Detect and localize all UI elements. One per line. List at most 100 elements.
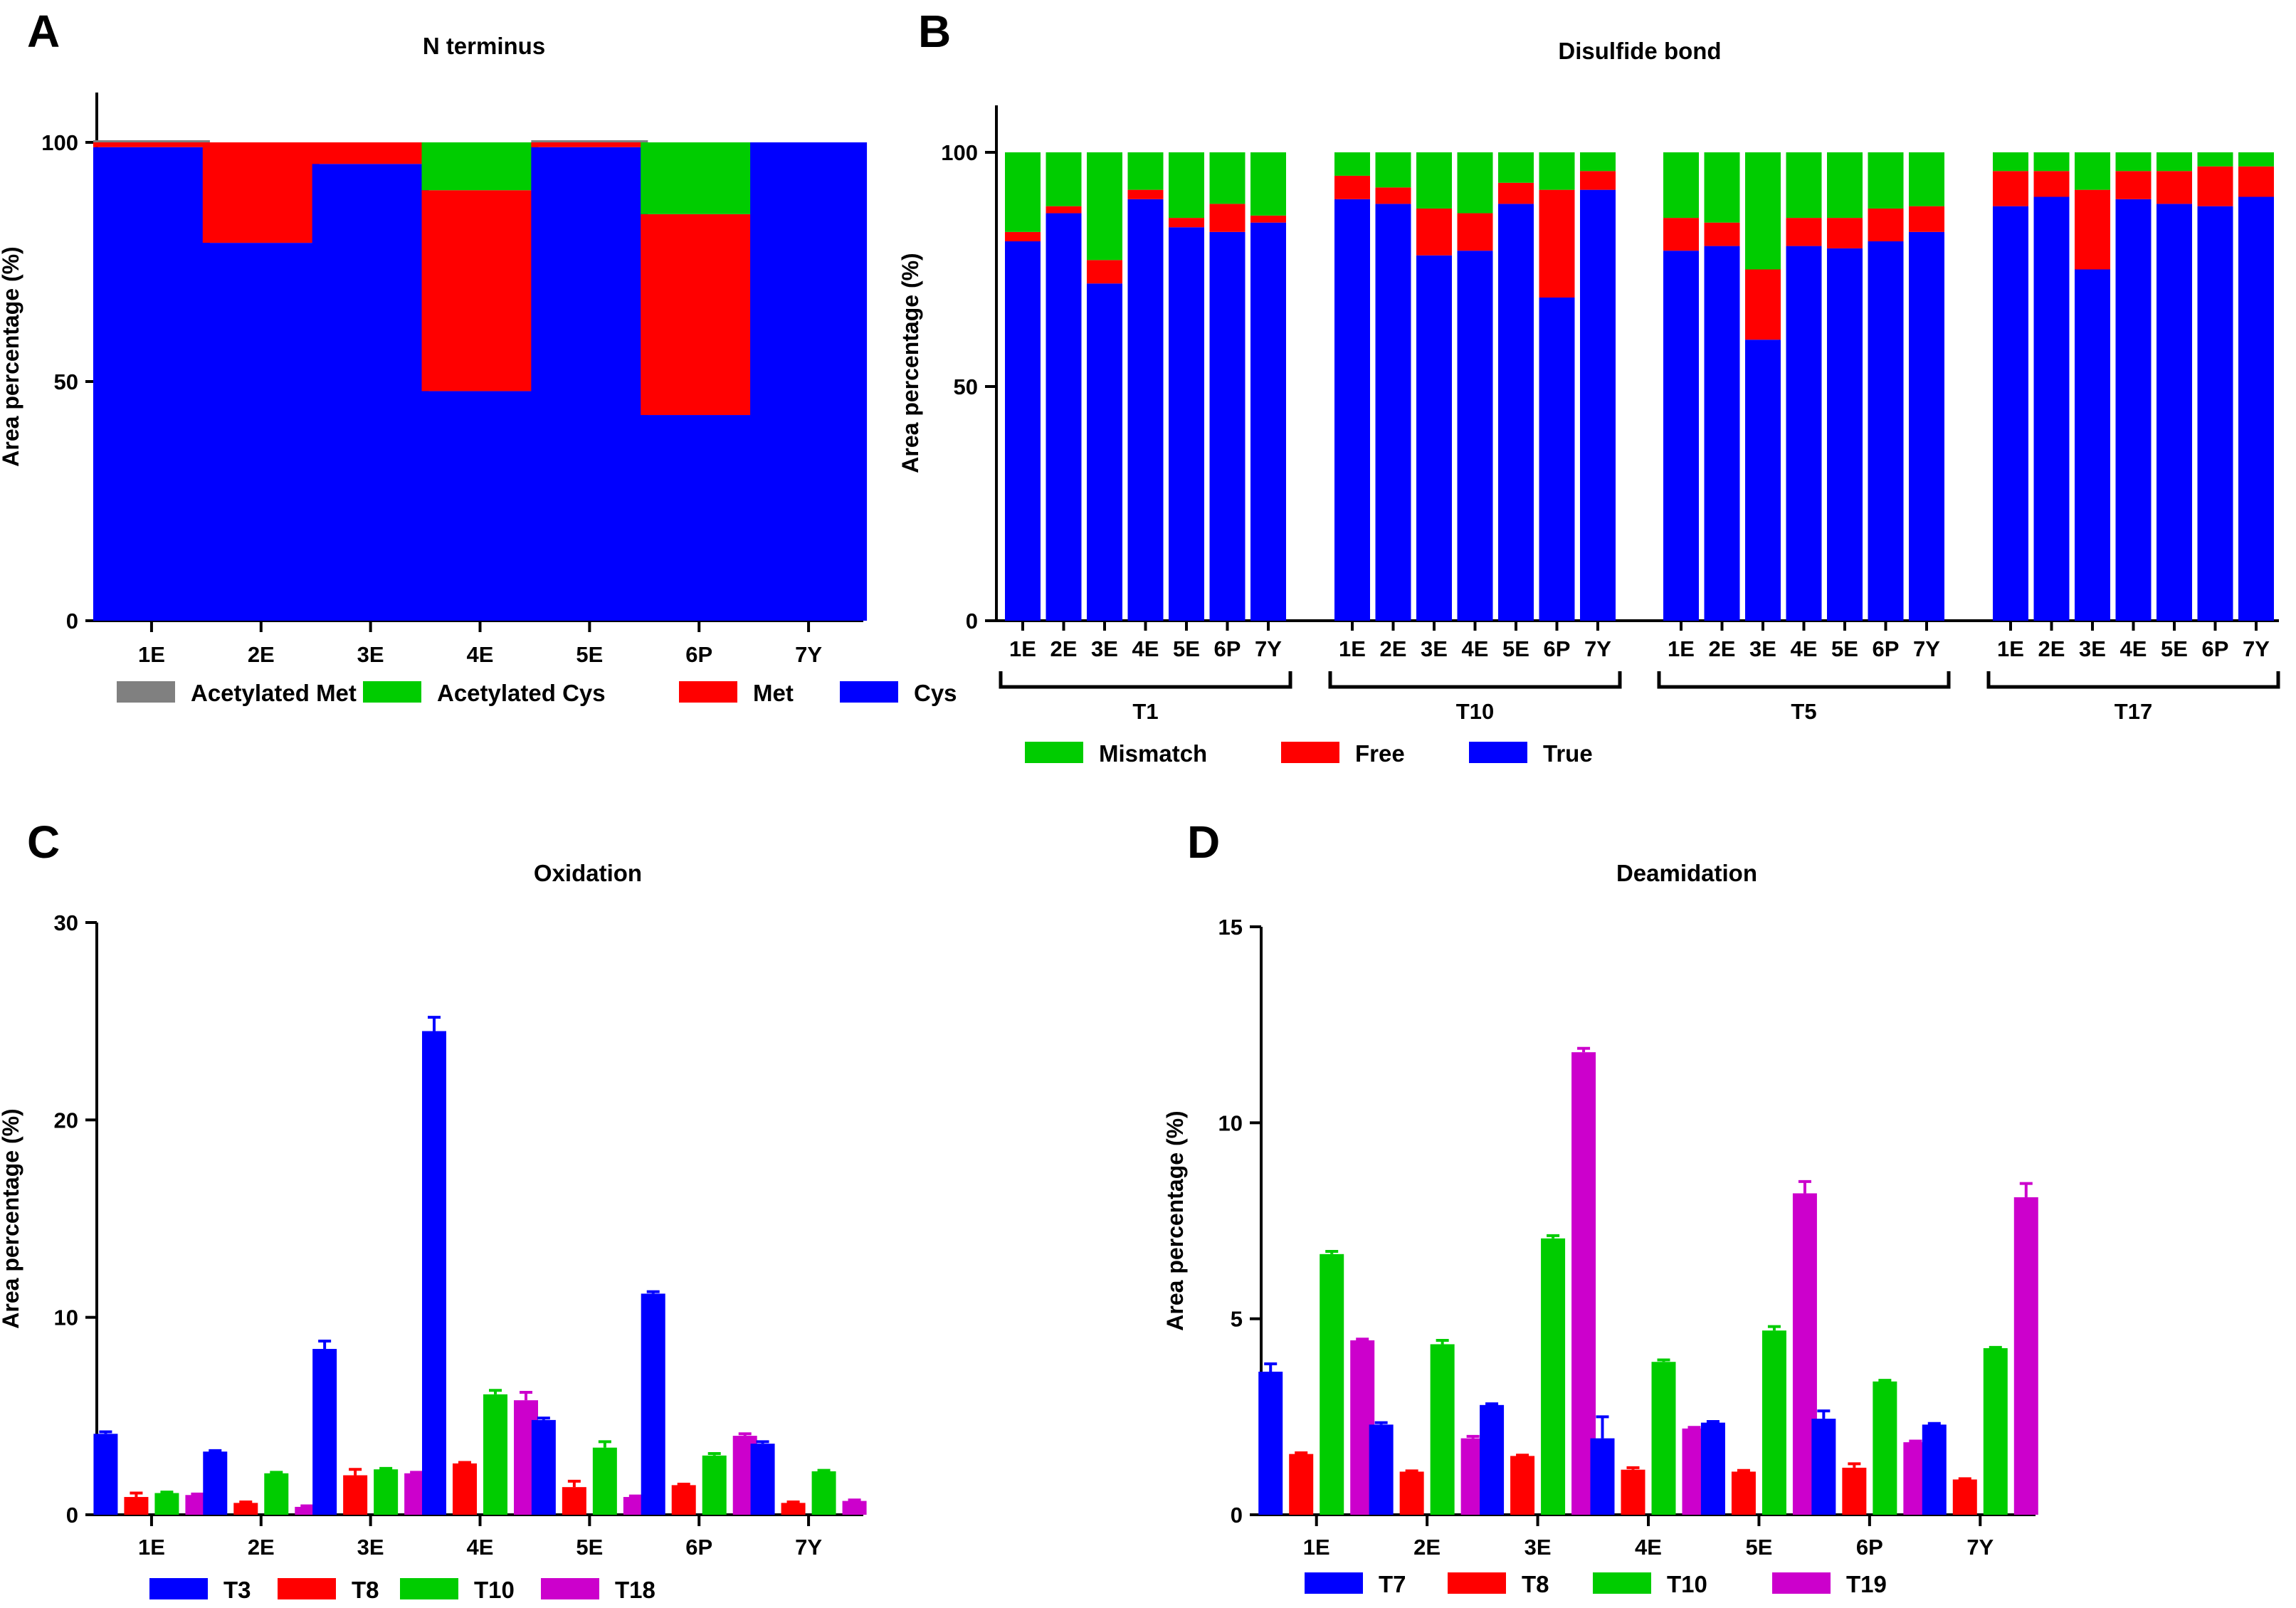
panel-d-bar-t10-5e	[1762, 1330, 1786, 1515]
panel-c-legend-t8-swatch	[278, 1578, 336, 1599]
panel-c-legend-t3-label: T3	[223, 1577, 251, 1603]
panel-b-x-tick-label: 1E	[1009, 636, 1036, 661]
panel-b-bar-t5-free-6p	[1868, 208, 1904, 242]
panel-b-bar-t5-mismatch-6p	[1868, 152, 1904, 209]
panel-c-y-tick-label: 0	[66, 1503, 78, 1528]
panel-d-x-tick-label: 1E	[1303, 1535, 1330, 1560]
panel-a-bar-cys-6p	[641, 415, 758, 621]
panel-b-bar-t17-true-7y	[2238, 196, 2274, 621]
panel-b-bar-t5-free-1e	[1663, 218, 1699, 251]
panel-c-bar-t10-2e	[264, 1473, 289, 1515]
panel-b-bar-t1-free-2e	[1046, 206, 1082, 214]
panel-b-x-tick-label: 6P	[1544, 636, 1571, 661]
panel-c-bar-t3-2e	[203, 1451, 228, 1515]
panel-a-legend-acetylated-cys-label: Acetylated Cys	[437, 680, 606, 706]
panel-b-x-tick-label: 7Y	[2243, 636, 2270, 661]
panel-b-bar-t17-free-4e	[2115, 171, 2152, 199]
panel-b-bar-t17-mismatch-1e	[1993, 152, 2028, 172]
panel-b-bar-t1-true-3e	[1087, 283, 1122, 621]
panel-d-legend-t10-swatch	[1593, 1572, 1651, 1594]
panel-b-x-tick-label: 6P	[1214, 636, 1241, 661]
panel-a-y-tick-label: 50	[54, 369, 78, 394]
panel-b-bar-t17-mismatch-3e	[2075, 152, 2110, 190]
panel-b-bar-t10-true-6p	[1539, 297, 1575, 621]
panel-b-x-tick-label: 4E	[2120, 636, 2147, 661]
panel-b-bar-t5-true-3e	[1745, 340, 1781, 621]
panel-c-legend-t10-swatch	[400, 1578, 458, 1599]
panel-c-bar-t10-1e	[154, 1493, 179, 1515]
panel-d-x-tick-label: 5E	[1745, 1535, 1772, 1560]
panel-d-y-axis-label: Area percentage (%)	[1162, 1110, 1188, 1330]
panel-c-x-tick-label: 4E	[467, 1535, 494, 1560]
panel-d-y-tick-label: 10	[1218, 1110, 1243, 1135]
panel-d-bar-t8-5e	[1731, 1471, 1756, 1515]
panel-d-y-tick-label: 0	[1231, 1503, 1243, 1528]
panel-b-group-label-t17: T17	[2115, 699, 2152, 724]
panel-label-d: D	[1187, 816, 1220, 868]
panel-b-bar-t5-free-3e	[1745, 269, 1781, 340]
panel-label-b: B	[918, 6, 951, 57]
panel-b-bar-t10-true-5e	[1498, 204, 1534, 621]
panel-a-bar-acetylated-cys-6p	[641, 142, 758, 214]
panel-d-bar-t10-7y	[1983, 1347, 2008, 1515]
panel-b-bar-t17-free-1e	[1993, 171, 2028, 206]
panel-a-bar-met-5e	[531, 142, 648, 147]
panel-b-bar-t5-mismatch-7y	[1909, 152, 1944, 206]
panel-d-deamidation-chart: Deamidation 0 5 10 15 Area percentage (%) 1E 2E…	[1162, 860, 2038, 1597]
panel-a-bar-acetylated-cys-4e	[421, 142, 539, 191]
panel-b-bar-t5-mismatch-1e	[1663, 152, 1699, 219]
panel-b-bar-t5-true-1e	[1663, 251, 1699, 621]
panel-b-bar-t10-true-4e	[1457, 251, 1493, 621]
panel-b-bar-t17-free-2e	[2033, 171, 2070, 197]
panel-b-bar-t5-free-5e	[1827, 218, 1863, 248]
panel-c-bar-t3-4e	[422, 1031, 446, 1515]
panel-a-legend-acetylated-met-swatch	[117, 681, 175, 703]
panel-b-bar-t17-free-5e	[2157, 171, 2192, 204]
panel-d-bar-t10-4e	[1651, 1362, 1676, 1515]
panel-b-y-tick-label: 0	[966, 609, 978, 634]
panel-b-bar-t10-mismatch-6p	[1539, 152, 1575, 190]
panel-d-bar-t7-7y	[1922, 1424, 1947, 1515]
panel-b-bar-t17-free-6p	[2197, 166, 2233, 206]
panel-c-bar-t3-5e	[531, 1419, 556, 1515]
panel-c-legend-t8-label: T8	[352, 1577, 379, 1603]
panel-b-bar-t10-true-7y	[1580, 189, 1616, 621]
panel-b-bar-t17-true-6p	[2197, 206, 2233, 621]
panel-c-x-tick-label: 3E	[357, 1535, 384, 1560]
panel-a-x-tick-label: 5E	[576, 642, 603, 667]
panel-b-bar-t10-free-6p	[1539, 189, 1575, 298]
panel-c-oxidation-chart: Oxidation 0 10 20 30 Area percentage (%) 1E 2E 3…	[0, 860, 867, 1603]
panel-b-x-tick-label: 3E	[1749, 636, 1776, 661]
panel-d-legend-t8-swatch	[1448, 1572, 1506, 1594]
panel-b-group-bracket	[1328, 671, 1622, 689]
panel-b-bar-t10-free-5e	[1498, 182, 1534, 204]
panel-d-title: Deamidation	[1616, 860, 1757, 886]
panel-b-bar-t5-mismatch-3e	[1745, 152, 1781, 270]
panel-c-bar-t18-2e	[295, 1506, 320, 1515]
panel-b-bar-t17-mismatch-6p	[2197, 152, 2233, 167]
panel-d-bar-t19-7y	[2013, 1197, 2038, 1515]
panel-b-legend-true-label: True	[1543, 740, 1593, 767]
panel-b-bar-t17-free-3e	[2075, 189, 2110, 270]
panel-b-group-label-t1: T1	[1132, 699, 1158, 724]
panel-a-bar-met-1e	[93, 142, 210, 147]
panel-c-bar-t10-3e	[374, 1469, 399, 1515]
panel-b-bar-t17-mismatch-5e	[2157, 152, 2192, 172]
panel-b-x-tick-label: 6P	[2202, 636, 2229, 661]
panel-b-bar-t17-true-4e	[2115, 199, 2152, 621]
panel-b-bar-t10-free-1e	[1334, 175, 1370, 199]
panel-c-x-tick-label: 1E	[138, 1535, 165, 1560]
panel-d-bar-t7-3e	[1480, 1404, 1505, 1515]
panel-d-bar-t7-4e	[1590, 1438, 1615, 1515]
panel-b-bar-t1-true-6p	[1209, 231, 1246, 621]
panel-b-bar-t1-mismatch-3e	[1087, 152, 1122, 261]
panel-b-legend-free-swatch	[1281, 742, 1339, 763]
panel-c-bar-t3-7y	[750, 1444, 775, 1515]
panel-c-bar-t8-7y	[781, 1503, 806, 1515]
panel-d-x-tick-label: 4E	[1635, 1535, 1662, 1560]
panel-b-title: Disulfide bond	[1558, 38, 1721, 64]
panel-b-bar-t1-true-4e	[1127, 199, 1164, 621]
panel-b-legend-mismatch-label: Mismatch	[1099, 740, 1207, 767]
panel-b-x-tick-label: 4E	[1132, 636, 1159, 661]
